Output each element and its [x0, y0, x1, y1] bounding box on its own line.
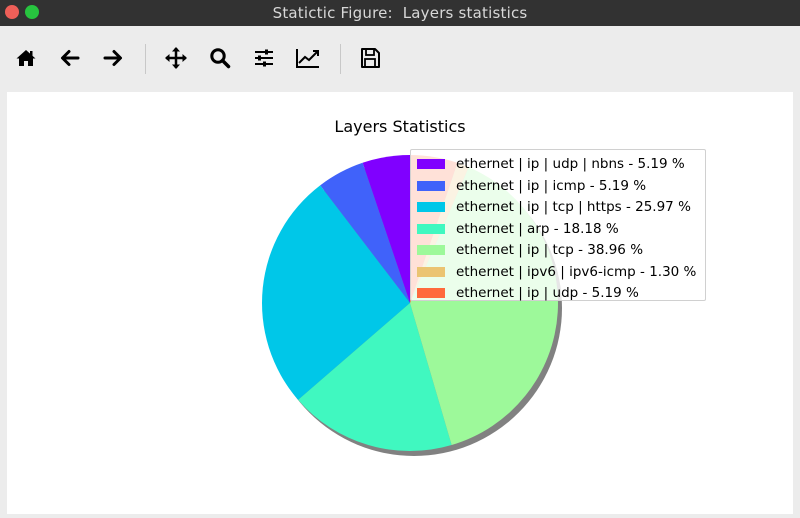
magnifier-icon [210, 48, 231, 69]
line-chart-icon [296, 49, 319, 68]
window-titlebar: Statictic Figure: Layers statistics [0, 0, 800, 26]
legend-entry: ethernet | ipv6 | ipv6-icmp - 1.30 % [417, 262, 696, 282]
pie-slice [262, 185, 410, 400]
legend-entry: ethernet | arp - 18.18 % [417, 219, 619, 239]
configure-subplots-button[interactable] [250, 44, 278, 72]
legend-entry: ethernet | ip | icmp - 5.19 % [417, 176, 646, 196]
floppy-disk-icon [361, 48, 380, 68]
legend-label: ethernet | ipv6 | ipv6-icmp - 1.30 % [456, 263, 697, 280]
save-button[interactable] [356, 44, 384, 72]
maximize-window-button[interactable] [25, 5, 39, 19]
legend-swatch [417, 202, 445, 212]
edit-axis-button[interactable] [294, 44, 322, 72]
legend-entry: ethernet | ip | udp | nbns - 5.19 % [417, 154, 685, 174]
toolbar-separator [340, 44, 341, 74]
legend-label: ethernet | ip | tcp | https - 25.97 % [456, 199, 691, 215]
forward-button[interactable] [99, 44, 127, 72]
pie-slice [298, 303, 452, 452]
legend-swatch [417, 223, 445, 234]
legend-label: ethernet | ip | udp - 5.19 % [456, 285, 639, 301]
navigation-toolbar [0, 26, 800, 92]
sliders-icon [255, 49, 273, 67]
legend-swatch [417, 245, 445, 255]
window-title: Statictic Figure: Layers statistics [272, 4, 528, 22]
legend-swatch [417, 180, 445, 191]
legend-label: ethernet | ip | icmp - 5.19 % [456, 177, 647, 194]
back-button[interactable] [56, 44, 84, 72]
move-icon [165, 47, 187, 69]
legend-label: ethernet | ip | tcp - 38.96 % [456, 242, 644, 258]
legend-swatch [417, 288, 445, 298]
chart-legend: ethernet | ip | udp | nbns - 5.19 % ether… [410, 149, 706, 301]
zoom-button[interactable] [206, 44, 234, 72]
pie-slice [320, 162, 410, 303]
legend-swatch [417, 266, 445, 277]
legend-entry: ethernet | ip | udp - 5.19 % [417, 283, 639, 303]
legend-label: ethernet | arp - 18.18 % [456, 220, 619, 237]
arrow-left-icon [61, 50, 80, 66]
legend-entry: ethernet | ip | tcp | https - 25.97 % [417, 197, 691, 217]
close-window-button[interactable] [5, 5, 19, 19]
pie-slice [362, 155, 410, 303]
legend-swatch [417, 159, 445, 169]
home-icon [16, 50, 36, 66]
legend-entry: ethernet | ip | tcp - 38.96 % [417, 240, 643, 260]
home-button[interactable] [12, 44, 40, 72]
arrow-right-icon [103, 50, 122, 66]
pan-button[interactable] [162, 44, 190, 72]
toolbar-separator [145, 44, 146, 74]
chart-title: Layers Statistics [334, 117, 466, 136]
legend-label: ethernet | ip | udp | nbns - 5.19 % [456, 156, 685, 172]
